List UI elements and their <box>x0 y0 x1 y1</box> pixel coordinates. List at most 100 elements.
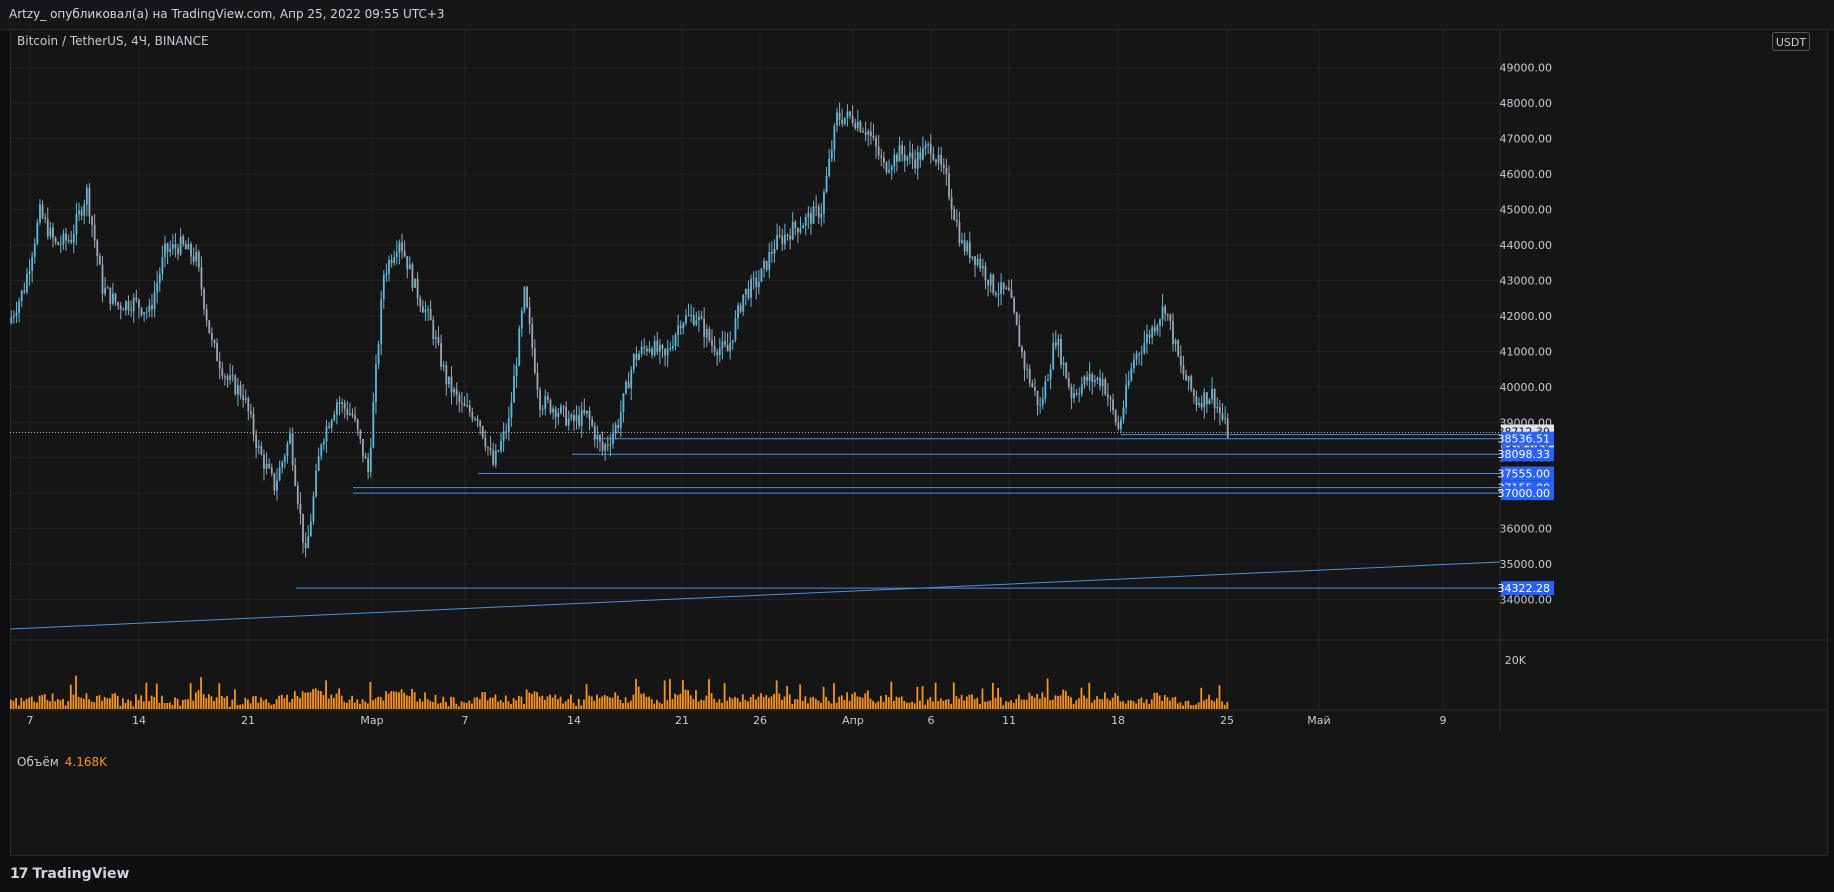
candle-body <box>487 447 489 449</box>
volume-bar <box>702 700 705 709</box>
volume-bar <box>1130 700 1132 709</box>
candle-body <box>513 376 515 403</box>
tradingview-logo[interactable]: 17 TradingView <box>10 866 129 882</box>
candle-body <box>242 395 245 400</box>
candle-body <box>429 309 432 321</box>
candle-body <box>588 410 591 420</box>
time-tick-label: 9 <box>1440 714 1447 727</box>
candle-body <box>494 450 497 465</box>
volume-bar <box>1179 702 1182 709</box>
volume-bar <box>971 694 973 709</box>
time-tick-label: 7 <box>27 714 34 727</box>
candle-body <box>500 441 502 451</box>
level-value: 37555.00 <box>1498 468 1551 481</box>
candle-body <box>1101 379 1104 386</box>
volume-bar <box>1176 703 1179 709</box>
candle-body <box>601 441 604 451</box>
volume-bar <box>577 698 580 709</box>
volume-bar <box>799 684 802 709</box>
candle-body <box>359 430 362 439</box>
candle-body <box>807 212 810 218</box>
candle-body <box>109 287 112 304</box>
candle-body <box>515 365 518 377</box>
candle-body <box>1109 397 1112 400</box>
volume-bar <box>101 700 103 709</box>
volume-bar <box>773 694 776 709</box>
candle-body <box>1221 413 1224 420</box>
volume-bar <box>1012 702 1015 709</box>
candle-body <box>833 125 836 151</box>
volume-bar <box>752 694 755 709</box>
volume-bar <box>312 688 314 709</box>
candle-body <box>440 343 442 367</box>
candle-body <box>322 441 325 445</box>
volume-bar <box>179 705 182 709</box>
volume-bar <box>658 702 661 709</box>
candle-body <box>54 237 57 243</box>
volume-bar <box>543 699 546 709</box>
candle-body <box>961 240 963 243</box>
candle-body <box>39 204 41 223</box>
candle-body <box>234 376 237 395</box>
candle-body <box>1205 392 1208 405</box>
volume-bar <box>697 701 700 709</box>
volume-bar <box>1135 703 1138 709</box>
time-tick-label: Мар <box>360 714 383 727</box>
time-tick-label: 25 <box>1220 714 1234 727</box>
candle-body <box>968 242 971 259</box>
candle-body <box>148 305 151 312</box>
price-chart[interactable]: 34000.0035000.0036000.0037000.0038000.00… <box>0 0 1834 856</box>
volume-bar <box>830 703 833 709</box>
candle-body <box>393 256 396 263</box>
candle-body <box>862 131 864 133</box>
volume-bar <box>304 692 307 709</box>
volume-bar <box>270 704 273 709</box>
volume-bar <box>330 694 333 709</box>
candle-body <box>781 235 784 245</box>
candle-body <box>1015 312 1018 326</box>
candle-body <box>375 364 377 403</box>
volume-bar <box>556 699 559 709</box>
candle-body <box>838 112 841 120</box>
candle-body <box>127 301 130 310</box>
level-badge <box>1501 447 1554 462</box>
volume-bar <box>413 692 416 709</box>
candle-body <box>1104 379 1107 395</box>
candle-body <box>442 365 445 367</box>
candle-body <box>802 225 805 229</box>
volume-bar <box>56 699 59 709</box>
volume-bar <box>1004 701 1007 709</box>
volume-bar <box>301 691 304 709</box>
candle-body <box>614 424 617 434</box>
candle-body <box>1174 340 1177 344</box>
volume-bar <box>1140 697 1143 709</box>
candle-body <box>317 456 320 472</box>
volume-bar <box>986 701 989 709</box>
candle-body <box>799 228 802 233</box>
symbol-legend[interactable]: Bitcoin / TetherUS, 4Ч, BINANCE <box>17 34 209 48</box>
candle-body <box>59 244 62 246</box>
volume-bar <box>174 697 176 709</box>
candle-body <box>398 242 401 253</box>
volume-bar <box>968 694 971 709</box>
candle-body <box>1049 369 1052 380</box>
volume-bar <box>257 702 260 709</box>
candle-body <box>455 389 458 396</box>
volume-bar <box>447 706 450 709</box>
volume-bar <box>945 699 947 709</box>
candle-body <box>549 399 552 413</box>
volume-bar <box>132 706 135 709</box>
price-unit-badge[interactable]: USDT <box>1772 32 1810 51</box>
volume-legend[interactable]: Объём 4.168K <box>17 755 107 769</box>
volume-bar <box>1038 698 1041 709</box>
volume-bar <box>744 699 747 709</box>
candle-body <box>273 473 276 491</box>
candle-body <box>437 337 440 344</box>
volume-bar <box>1077 698 1080 709</box>
volume-bar <box>340 695 343 709</box>
volume-bar <box>122 698 124 709</box>
volume-bar <box>929 697 932 709</box>
volume-bar <box>64 705 67 709</box>
volume-bar <box>723 683 726 709</box>
volume-bar <box>1137 699 1140 709</box>
